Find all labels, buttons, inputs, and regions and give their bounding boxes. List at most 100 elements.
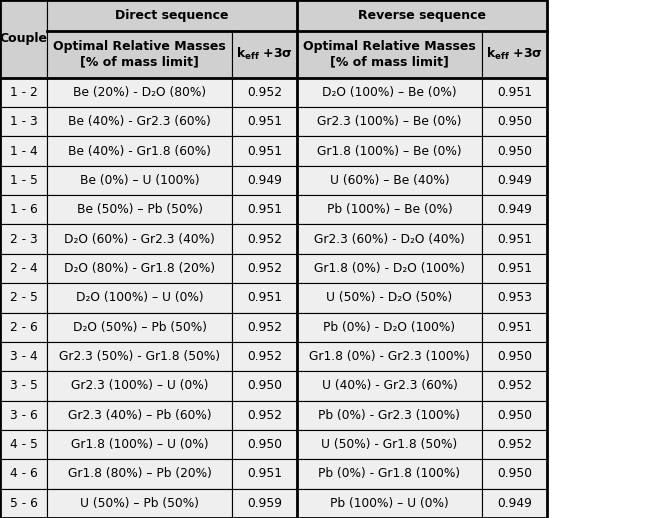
Text: 0.951: 0.951 (497, 233, 532, 246)
Text: 0.950: 0.950 (497, 467, 532, 481)
Text: D₂O (80%) - Gr1.8 (20%): D₂O (80%) - Gr1.8 (20%) (64, 262, 215, 275)
Text: D₂O (60%) - Gr2.3 (40%): D₂O (60%) - Gr2.3 (40%) (64, 233, 215, 246)
Bar (482, 371, 547, 400)
Text: Gr2.3 (50%) - Gr1.8 (50%): Gr2.3 (50%) - Gr1.8 (50%) (59, 350, 220, 363)
Text: 1 - 2: 1 - 2 (10, 86, 37, 99)
Bar (47, 195, 232, 224)
Text: Gr1.8 (0%) - Gr2.3 (100%): Gr1.8 (0%) - Gr2.3 (100%) (309, 350, 470, 363)
Text: Direct sequence: Direct sequence (115, 9, 229, 22)
Text: Be (40%) - Gr1.8 (60%): Be (40%) - Gr1.8 (60%) (68, 145, 211, 157)
Bar (232, 78, 297, 107)
Bar (0, 136, 47, 166)
Text: 0.951: 0.951 (247, 115, 282, 128)
Text: 0.952: 0.952 (497, 438, 532, 451)
Bar (297, 371, 482, 400)
Bar (297, 459, 482, 488)
Bar (297, 0, 547, 31)
Bar (232, 430, 297, 459)
Bar (47, 400, 232, 430)
Bar (47, 342, 232, 371)
Bar (47, 107, 232, 136)
Bar (297, 107, 482, 136)
Text: k$_{\mathregular{eff}}$ +3$\mathregular{\sigma}$: k$_{\mathregular{eff}}$ +3$\mathregular{… (236, 46, 293, 62)
Text: 2 - 6: 2 - 6 (10, 321, 37, 334)
Text: U (40%) - Gr2.3 (60%): U (40%) - Gr2.3 (60%) (322, 379, 457, 393)
Bar (47, 488, 232, 518)
Bar (232, 31, 297, 78)
Text: 0.951: 0.951 (247, 291, 282, 305)
Text: 0.952: 0.952 (247, 86, 282, 99)
Bar (297, 136, 482, 166)
Bar (482, 430, 547, 459)
Text: 0.953: 0.953 (497, 291, 532, 305)
Bar (232, 459, 297, 488)
Text: 0.952: 0.952 (247, 321, 282, 334)
Bar (297, 195, 482, 224)
Bar (232, 400, 297, 430)
Text: 2 - 3: 2 - 3 (10, 233, 37, 246)
Text: D₂O (50%) – Pb (50%): D₂O (50%) – Pb (50%) (73, 321, 207, 334)
Bar (482, 166, 547, 195)
Text: 0.952: 0.952 (247, 233, 282, 246)
Bar (0, 430, 47, 459)
Text: Be (20%) - D₂O (80%): Be (20%) - D₂O (80%) (73, 86, 206, 99)
Text: 0.950: 0.950 (247, 438, 282, 451)
Bar (482, 459, 547, 488)
Bar (232, 283, 297, 312)
Bar (297, 488, 482, 518)
Text: Gr2.3 (40%) – Pb (60%): Gr2.3 (40%) – Pb (60%) (68, 409, 211, 422)
Text: Be (50%) – Pb (50%): Be (50%) – Pb (50%) (77, 203, 203, 216)
Bar (0, 195, 47, 224)
Text: 0.949: 0.949 (497, 497, 532, 510)
Bar (47, 312, 232, 342)
Text: 5 - 6: 5 - 6 (10, 497, 37, 510)
Text: 1 - 4: 1 - 4 (10, 145, 37, 157)
Bar (482, 195, 547, 224)
Text: Pb (100%) – U (0%): Pb (100%) – U (0%) (330, 497, 449, 510)
Text: Be (40%) - Gr2.3 (60%): Be (40%) - Gr2.3 (60%) (68, 115, 211, 128)
Text: 0.950: 0.950 (497, 145, 532, 157)
Bar (0, 459, 47, 488)
Text: Couple: Couple (0, 32, 48, 46)
Text: 0.950: 0.950 (497, 115, 532, 128)
Text: 0.951: 0.951 (497, 262, 532, 275)
Text: U (50%) - Gr1.8 (50%): U (50%) - Gr1.8 (50%) (321, 438, 458, 451)
Text: 0.950: 0.950 (497, 350, 532, 363)
Bar (0, 488, 47, 518)
Bar (0, 283, 47, 312)
Bar (482, 254, 547, 283)
Bar (297, 342, 482, 371)
Bar (47, 371, 232, 400)
Text: 0.950: 0.950 (497, 409, 532, 422)
Bar (47, 283, 232, 312)
Text: Gr1.8 (80%) – Pb (20%): Gr1.8 (80%) – Pb (20%) (68, 467, 211, 481)
Text: 0.952: 0.952 (247, 350, 282, 363)
Bar (0, 312, 47, 342)
Bar (232, 342, 297, 371)
Text: k$_{\mathregular{eff}}$ +3$\mathregular{\sigma}$: k$_{\mathregular{eff}}$ +3$\mathregular{… (486, 46, 543, 62)
Bar (232, 107, 297, 136)
Text: 0.952: 0.952 (497, 379, 532, 393)
Bar (482, 488, 547, 518)
Bar (0, 342, 47, 371)
Bar (297, 254, 482, 283)
Bar (232, 166, 297, 195)
Bar (47, 136, 232, 166)
Bar (297, 224, 482, 254)
Bar (482, 78, 547, 107)
Text: Optimal Relative Masses
[% of mass limit]: Optimal Relative Masses [% of mass limit… (303, 40, 476, 68)
Bar (0, 78, 47, 107)
Text: Optimal Relative Masses
[% of mass limit]: Optimal Relative Masses [% of mass limit… (53, 40, 226, 68)
Bar (47, 166, 232, 195)
Text: 3 - 6: 3 - 6 (10, 409, 37, 422)
Text: Gr2.3 (60%) - D₂O (40%): Gr2.3 (60%) - D₂O (40%) (314, 233, 465, 246)
Bar (297, 400, 482, 430)
Text: U (60%) – Be (40%): U (60%) – Be (40%) (330, 174, 449, 187)
Text: 2 - 5: 2 - 5 (10, 291, 37, 305)
Text: 0.951: 0.951 (247, 203, 282, 216)
Text: 4 - 5: 4 - 5 (10, 438, 37, 451)
Text: 0.952: 0.952 (247, 409, 282, 422)
Bar (232, 195, 297, 224)
Text: Gr1.8 (100%) – U (0%): Gr1.8 (100%) – U (0%) (71, 438, 209, 451)
Bar (0, 224, 47, 254)
